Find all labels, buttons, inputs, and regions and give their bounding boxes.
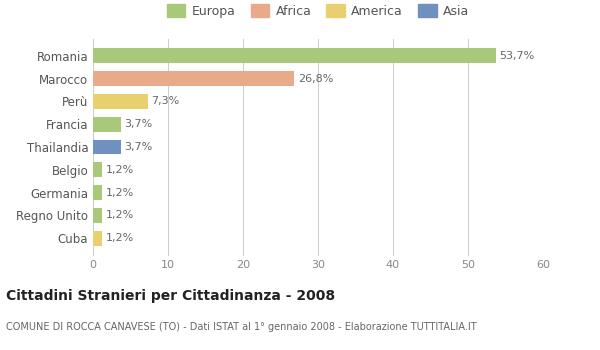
Bar: [93, 162, 102, 177]
Text: COMUNE DI ROCCA CANAVESE (TO) - Dati ISTAT al 1° gennaio 2008 - Elaborazione TUT: COMUNE DI ROCCA CANAVESE (TO) - Dati IST…: [6, 322, 476, 332]
Text: 53,7%: 53,7%: [499, 51, 535, 61]
Text: 7,3%: 7,3%: [151, 96, 180, 106]
Bar: [93, 231, 102, 246]
Text: 26,8%: 26,8%: [298, 74, 333, 84]
Bar: [93, 94, 148, 109]
Bar: [93, 208, 102, 223]
Text: 1,2%: 1,2%: [106, 233, 134, 243]
Bar: [93, 71, 294, 86]
Legend: Europa, Africa, America, Asia: Europa, Africa, America, Asia: [163, 0, 473, 21]
Text: 3,7%: 3,7%: [125, 142, 153, 152]
Text: 1,2%: 1,2%: [106, 210, 134, 220]
Bar: [93, 117, 121, 132]
Text: Cittadini Stranieri per Cittadinanza - 2008: Cittadini Stranieri per Cittadinanza - 2…: [6, 289, 335, 303]
Text: 1,2%: 1,2%: [106, 165, 134, 175]
Bar: [93, 185, 102, 200]
Bar: [93, 140, 121, 154]
Bar: [93, 48, 496, 63]
Text: 3,7%: 3,7%: [125, 119, 153, 129]
Text: 1,2%: 1,2%: [106, 188, 134, 198]
